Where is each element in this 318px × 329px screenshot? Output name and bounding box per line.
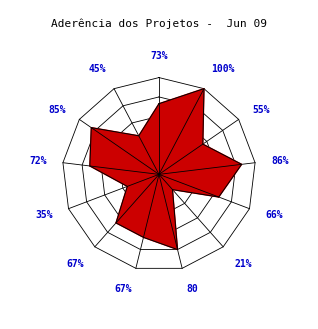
Text: 67%: 67% xyxy=(114,284,132,294)
Text: 80: 80 xyxy=(186,284,198,294)
Polygon shape xyxy=(90,89,242,249)
Text: 86%: 86% xyxy=(271,156,289,166)
Text: 66%: 66% xyxy=(265,210,282,219)
Text: 73%: 73% xyxy=(150,51,168,61)
Text: 45%: 45% xyxy=(89,64,107,74)
Text: 100%: 100% xyxy=(211,64,235,74)
Text: 55%: 55% xyxy=(252,105,270,115)
Text: 72%: 72% xyxy=(29,156,47,166)
Text: 85%: 85% xyxy=(48,105,66,115)
Text: 21%: 21% xyxy=(234,259,252,269)
Text: 35%: 35% xyxy=(36,210,53,219)
Text: 67%: 67% xyxy=(66,259,84,269)
Text: Aderência dos Projetos -  Jun 09: Aderência dos Projetos - Jun 09 xyxy=(51,18,267,29)
